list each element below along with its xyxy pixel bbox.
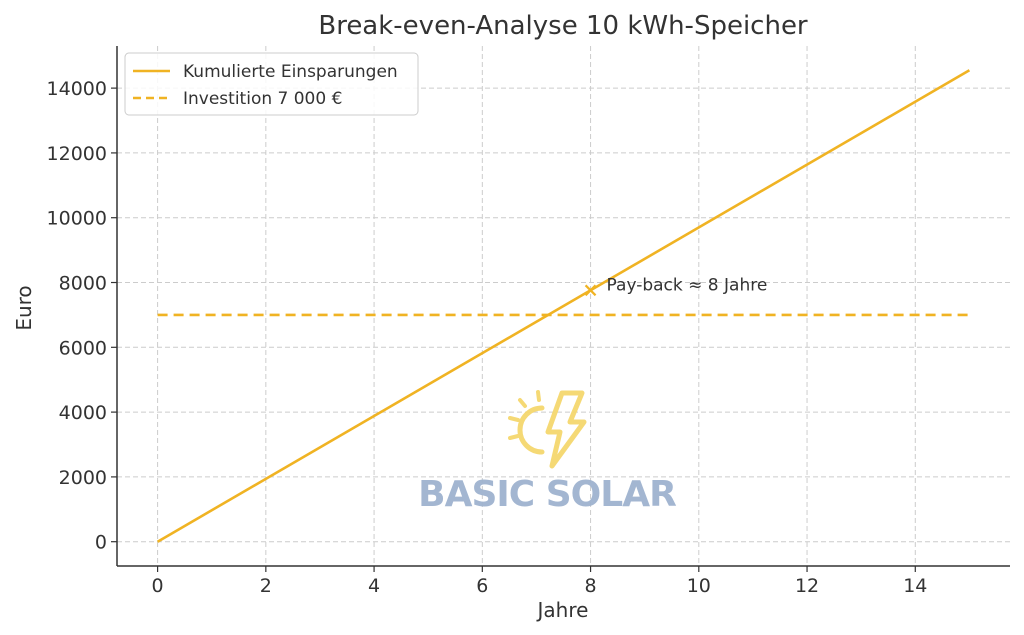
- y-tick-label: 8000: [59, 273, 107, 295]
- x-tick-label: 8: [585, 575, 597, 597]
- y-tick-label: 12000: [47, 143, 107, 165]
- series: [156, 69, 971, 543]
- x-tick-label: 2: [260, 575, 272, 597]
- x-tick-label: 4: [368, 575, 380, 597]
- x-tick-label: 10: [687, 575, 711, 597]
- legend-label: Investition 7 000 €: [183, 89, 342, 109]
- payback-annotation: Pay-back ≈ 8 Jahre: [607, 275, 768, 295]
- legend-label: Kumulierte Einsparungen: [183, 62, 398, 82]
- y-tick-label: 14000: [47, 78, 107, 100]
- annotations: Pay-back ≈ 8 Jahre: [584, 275, 768, 297]
- watermark-text: BASIC SOLAR: [418, 474, 676, 515]
- ticks: 0 2 4 6 8 10 12 14 0 2000 4000 6000 8000 10000 12000 14…: [47, 78, 928, 597]
- legend-box: [124, 52, 419, 116]
- y-axis-label: Euro: [12, 285, 36, 330]
- x-tick-label: 6: [476, 575, 488, 597]
- y-tick-label: 10000: [47, 208, 107, 230]
- y-tick-label: 4000: [59, 402, 107, 424]
- y-tick-label: 0: [95, 532, 107, 554]
- y-tick-label: 6000: [59, 337, 107, 359]
- chart-title: Break-even-Analyse 10 kWh-Speicher: [318, 11, 808, 41]
- x-axis-label: Jahre: [536, 598, 589, 622]
- watermark: BASIC SOLAR: [418, 390, 677, 515]
- payback-marker-stroke: [584, 284, 597, 297]
- payback-marker: [584, 284, 597, 297]
- x-tick-label: 0: [152, 575, 164, 597]
- x-tick-label: 12: [795, 575, 819, 597]
- sun-lightning-icon: [508, 390, 587, 469]
- x-tick-label: 14: [903, 575, 927, 597]
- y-tick-label: 2000: [59, 467, 107, 489]
- savings-line: [156, 69, 971, 543]
- legend: Kumulierte Einsparungen Investition 7 000…: [124, 52, 419, 116]
